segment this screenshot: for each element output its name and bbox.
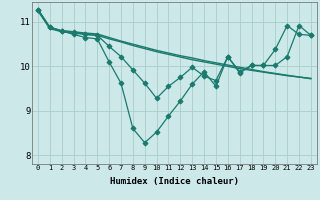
X-axis label: Humidex (Indice chaleur): Humidex (Indice chaleur) (110, 177, 239, 186)
